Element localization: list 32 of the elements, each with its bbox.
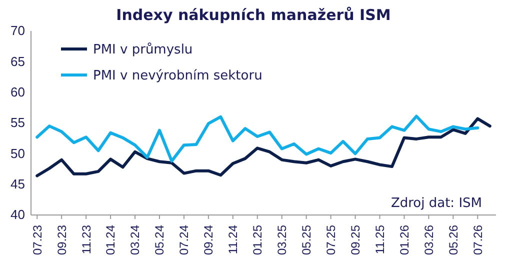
y-tick-label: 45 bbox=[10, 176, 25, 192]
x-tick-label: 05.25 bbox=[300, 224, 314, 256]
y-tick-label: 50 bbox=[10, 146, 25, 161]
x-tick-label: 03.24 bbox=[128, 224, 142, 256]
x-tick-label: 09.25 bbox=[348, 224, 362, 256]
annotation: Zdroj dat: ISM bbox=[390, 196, 482, 211]
line-series bbox=[36, 114, 480, 163]
x-tick-label: 11.24 bbox=[226, 224, 240, 254]
y-tick-label: 55 bbox=[10, 115, 25, 130]
x-tick-label: 11.23 bbox=[79, 224, 94, 254]
x-tick-label: 09.24 bbox=[202, 224, 216, 256]
x-tick-label: 07.25 bbox=[324, 224, 338, 256]
y-tick-label: 60 bbox=[10, 84, 25, 100]
x-tick-label: 11.25 bbox=[372, 224, 387, 254]
x-tick-label: 09.23 bbox=[54, 224, 69, 256]
legend-label: PMI v nevýrobním sektoru bbox=[93, 68, 262, 84]
x-tick-label: 03.26 bbox=[422, 224, 436, 256]
x-tick-label: 03.25 bbox=[275, 224, 290, 256]
y-tick-label: 70 bbox=[10, 23, 25, 38]
x-tick-label: 01.24 bbox=[104, 224, 118, 256]
line-series bbox=[36, 117, 492, 178]
y-tick-label: 65 bbox=[10, 54, 25, 69]
y-tick-label: 40 bbox=[10, 207, 25, 222]
legend-label: PMI v průmyslu bbox=[93, 42, 193, 58]
x-tick-label: 05.24 bbox=[152, 224, 167, 256]
x-tick-label: 07.26 bbox=[470, 224, 485, 256]
x-tick-label: 07.24 bbox=[177, 224, 192, 256]
x-tick-label: 01.25 bbox=[250, 224, 265, 256]
x-tick-label: 05.26 bbox=[446, 224, 460, 256]
x-tick-label: 07.23 bbox=[30, 224, 44, 256]
chart-title: Indexy nákupních manažerů ISM bbox=[116, 6, 391, 24]
x-tick-label: 01.26 bbox=[397, 224, 412, 256]
